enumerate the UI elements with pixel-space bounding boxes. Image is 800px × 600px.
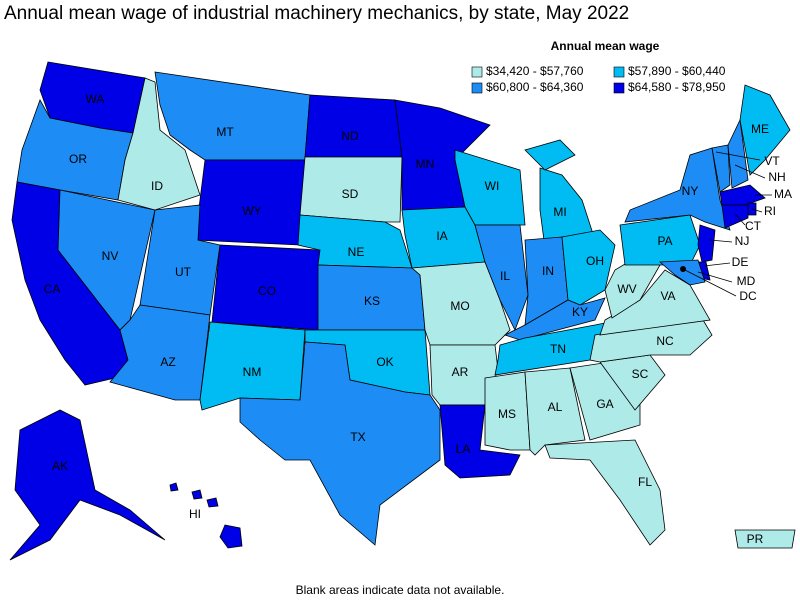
state-label: VA bbox=[660, 289, 675, 303]
state bbox=[239, 341, 441, 546]
footnote: Blank areas indicate data not available. bbox=[296, 583, 505, 597]
state bbox=[739, 84, 791, 176]
state bbox=[721, 204, 749, 229]
state-label: AK bbox=[52, 459, 68, 473]
state bbox=[734, 529, 796, 549]
state-label: NY bbox=[682, 184, 699, 198]
legend-label: $34,420 - $57,760 bbox=[486, 64, 584, 78]
state-label: HI bbox=[189, 507, 201, 521]
leader-line bbox=[734, 213, 746, 226]
state-label: WI bbox=[485, 179, 500, 193]
state-label: WV bbox=[617, 282, 636, 296]
state-label: AL bbox=[548, 400, 563, 414]
leader-line bbox=[715, 151, 761, 161]
state-label: IA bbox=[436, 229, 447, 243]
state-label: ME bbox=[751, 122, 769, 136]
leader-line bbox=[734, 164, 766, 179]
state bbox=[299, 156, 403, 223]
state bbox=[719, 184, 766, 206]
state-label: DC bbox=[739, 289, 757, 303]
legend-swatch bbox=[613, 66, 625, 78]
state-label: PR bbox=[747, 532, 764, 546]
state-label: NH bbox=[768, 170, 785, 184]
state-label: OR bbox=[69, 152, 87, 166]
state-label: MD bbox=[737, 274, 756, 288]
state-label: TX bbox=[350, 430, 365, 444]
leader-line bbox=[697, 271, 733, 283]
legend-label: $60,800 - $64,360 bbox=[486, 80, 584, 94]
state-label: MN bbox=[416, 157, 435, 171]
state-label: AZ bbox=[160, 355, 175, 369]
state-label: FL bbox=[638, 475, 652, 489]
state-label: LA bbox=[456, 442, 471, 456]
state bbox=[619, 214, 701, 266]
state-label: ND bbox=[341, 129, 359, 143]
state bbox=[524, 139, 596, 249]
state-label: CA bbox=[44, 282, 61, 296]
state-label: IL bbox=[500, 269, 510, 283]
leader-line bbox=[703, 262, 731, 267]
state-label: OH bbox=[586, 254, 604, 268]
state bbox=[109, 304, 211, 401]
state-label: OK bbox=[376, 355, 393, 369]
state-label: NC bbox=[656, 334, 674, 348]
state-label: NM bbox=[243, 365, 262, 379]
state-label: MO bbox=[450, 299, 469, 313]
state-label: SC bbox=[632, 367, 649, 381]
legend-label: $64,580 - $78,950 bbox=[628, 80, 726, 94]
state-label: ID bbox=[151, 179, 163, 193]
state-label: NV bbox=[102, 249, 119, 263]
state-label: NE bbox=[348, 245, 365, 259]
state-label: SD bbox=[342, 187, 359, 201]
state bbox=[117, 77, 201, 211]
state-label: WA bbox=[86, 92, 105, 106]
state-label: DE bbox=[732, 255, 749, 269]
legend-swatch bbox=[613, 82, 625, 94]
state-label: NJ bbox=[735, 234, 750, 248]
state-label: MA bbox=[774, 187, 792, 201]
state bbox=[194, 159, 306, 246]
legend-swatch bbox=[471, 82, 483, 94]
state bbox=[304, 94, 403, 158]
state bbox=[711, 144, 731, 193]
state-label: MS bbox=[498, 407, 516, 421]
legend-label: $57,890 - $60,440 bbox=[628, 64, 726, 78]
leader-line bbox=[709, 239, 733, 243]
state-label: CO bbox=[258, 284, 276, 298]
state-label: IN bbox=[542, 264, 554, 278]
state-label: VT bbox=[764, 154, 780, 168]
leader-line bbox=[682, 268, 737, 297]
map-title: Annual mean wage of industrial machinery… bbox=[4, 3, 629, 24]
state-label: TN bbox=[550, 342, 566, 356]
state bbox=[544, 439, 666, 546]
state bbox=[697, 224, 716, 263]
state-label: RI bbox=[764, 204, 776, 218]
state bbox=[658, 259, 706, 286]
state-label: KS bbox=[364, 294, 380, 308]
state bbox=[9, 409, 166, 561]
state bbox=[169, 482, 243, 549]
state-label: PA bbox=[657, 234, 672, 248]
state-label: AR bbox=[452, 365, 469, 379]
state-label: GA bbox=[596, 397, 613, 411]
state-label: KY bbox=[572, 305, 588, 319]
state-label: MI bbox=[553, 205, 566, 219]
leader-line bbox=[751, 208, 763, 213]
state bbox=[727, 118, 749, 189]
state bbox=[439, 404, 521, 479]
state-label: MT bbox=[216, 125, 234, 139]
legend-title: Annual mean wage bbox=[551, 39, 660, 53]
state-label: WY bbox=[242, 204, 261, 218]
state-label: CT bbox=[745, 219, 762, 233]
state-label: UT bbox=[175, 265, 192, 279]
state bbox=[624, 147, 731, 231]
legend-swatch bbox=[471, 66, 483, 78]
